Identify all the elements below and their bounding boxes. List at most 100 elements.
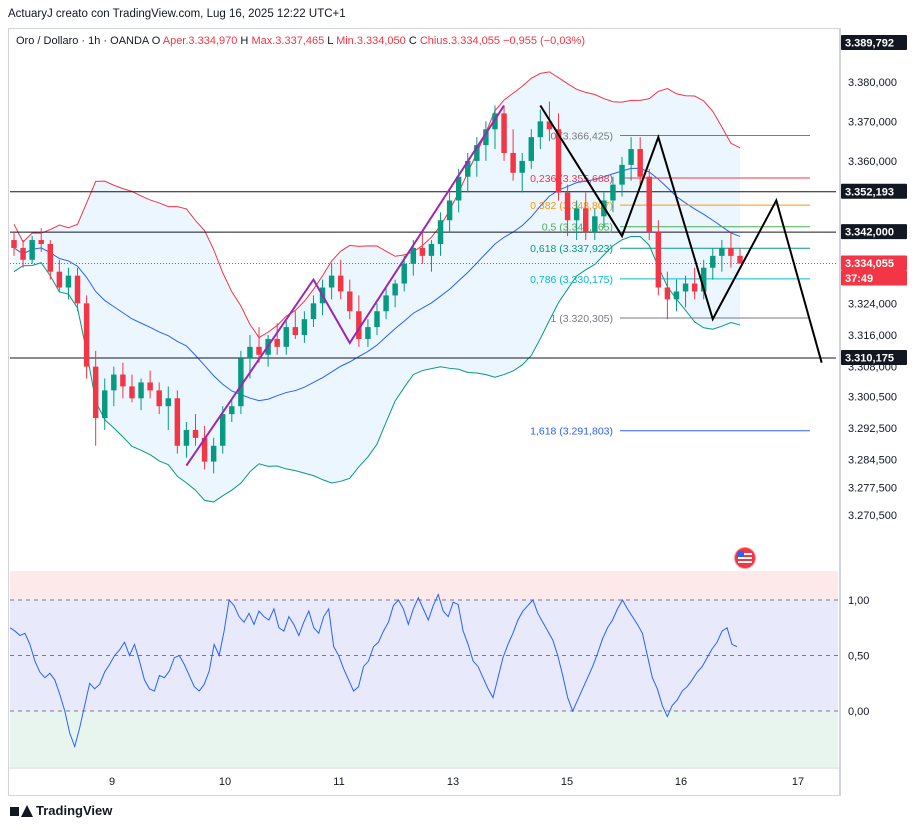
price-label-box [841, 255, 907, 271]
candle-body [728, 247, 734, 256]
price-axis-tick: 3.300,500 [848, 391, 897, 403]
candle-body [546, 121, 553, 130]
fib-level-label: 0,786 (3.330,175) [530, 274, 613, 286]
bollinger-basis-line [13, 167, 741, 402]
chart-header: ActuaryJ creato con TradingView.com, Lug… [8, 8, 346, 20]
close-value: Chius.3.334,055 [419, 35, 500, 47]
price-label-box [841, 350, 907, 366]
candle-body [583, 208, 589, 233]
candle-body [419, 247, 426, 256]
brand-name: TradingView [36, 803, 113, 818]
candle-body [428, 243, 435, 256]
candle-body [120, 374, 126, 387]
candle-body [673, 291, 680, 300]
candle-body [201, 437, 208, 462]
candle-body [465, 160, 471, 177]
candle-body [691, 283, 698, 292]
price-axis-tick: 3.277,500 [848, 482, 897, 494]
candle-body [537, 121, 544, 138]
candle-body [555, 129, 562, 193]
bollinger-lower-line [13, 235, 741, 503]
us-flag-icon[interactable] [734, 547, 756, 569]
high-label: H [240, 35, 249, 47]
candle-body [664, 287, 671, 300]
candle-body [301, 319, 308, 335]
price-label-box [841, 35, 907, 51]
price-label-text: 3.352,193 [845, 186, 894, 198]
low-value: Min.3.334,050 [336, 35, 406, 47]
candle-body [20, 247, 26, 260]
price-label-box [841, 270, 907, 286]
chart-frame [8, 28, 840, 796]
price-axis-tick: 3.324,000 [848, 298, 897, 310]
candle-body [65, 275, 72, 288]
candle-body [483, 129, 489, 146]
candle-body [220, 414, 226, 446]
candle-body [374, 311, 380, 328]
candle-body [356, 311, 362, 339]
time-axis-tick: 16 [675, 776, 687, 788]
candle-body [29, 240, 35, 260]
price-label-text: 3.389,792 [845, 38, 894, 50]
bollinger-upper-line [13, 71, 741, 339]
candle-body [147, 382, 153, 391]
candle-body [111, 374, 117, 391]
candle-body [210, 445, 217, 462]
candle-body [392, 283, 398, 296]
fib-level-label: 0 (3.366,425) [551, 130, 613, 142]
candle-body [710, 255, 716, 268]
candle-body [47, 243, 54, 272]
candle-body [637, 149, 643, 177]
high-value: Max.3.337,465 [251, 35, 325, 47]
time-axis-tick: 17 [792, 776, 804, 788]
price-label-text: 37:49 [845, 273, 873, 285]
time-axis-tick: 9 [109, 776, 115, 788]
time-axis-tick: 11 [333, 776, 344, 788]
candle-body [310, 303, 317, 320]
price-label-box [841, 183, 907, 199]
oscillator-axis-tick: 0,00 [848, 706, 869, 718]
candle-body [283, 327, 289, 347]
price-label-text: 3.310,175 [845, 353, 894, 365]
candle-body [347, 291, 353, 312]
candle-body [192, 429, 199, 438]
open-value: Aper.3.334,970 [162, 35, 238, 47]
candle-body [156, 390, 162, 407]
change-value: −0,955 (−0,03%) [503, 35, 585, 47]
candle-body [528, 137, 534, 161]
fib-level-label: 0,382 (3.348,807) [530, 200, 613, 212]
candle-body [38, 240, 44, 244]
fib-level-label: 0,5 (3.343,365) [542, 222, 613, 234]
price-axis-tick: 3.270,500 [848, 510, 897, 522]
candle-body [138, 382, 144, 399]
price-axis-tick: 3.370,000 [848, 116, 897, 128]
candle-body [383, 295, 389, 312]
candle-body [74, 275, 81, 304]
candle-body [573, 208, 580, 221]
price-label-text: 3.342,000 [845, 227, 894, 239]
candle-body [455, 176, 462, 201]
candle-body [92, 366, 99, 419]
candle-body [174, 398, 181, 446]
oscillator-axis-tick: 0,50 [848, 651, 869, 663]
candle-body [56, 271, 63, 288]
candle-body [274, 338, 280, 347]
price-axis-tick: 3.284,500 [848, 455, 897, 467]
candle-body [337, 275, 344, 292]
candle-body [510, 152, 516, 173]
candle-body [519, 160, 525, 173]
candle-body [619, 164, 625, 185]
candle-body [700, 267, 707, 292]
candle-body [83, 303, 90, 367]
candle-body [592, 216, 598, 233]
close-label: C [408, 35, 417, 47]
symbol-name: Oro / Dollaro · 1h · OANDA [16, 35, 149, 47]
oscillator-overbought-zone [10, 571, 838, 600]
tradingview-footer[interactable]: TradingView [10, 803, 112, 818]
price-axis-border [840, 28, 841, 796]
candle-body [446, 200, 453, 221]
fib-level-label: 0,236 (3.355,668) [530, 173, 613, 185]
candle-body [501, 113, 507, 153]
purple-pattern-line [185, 104, 505, 467]
